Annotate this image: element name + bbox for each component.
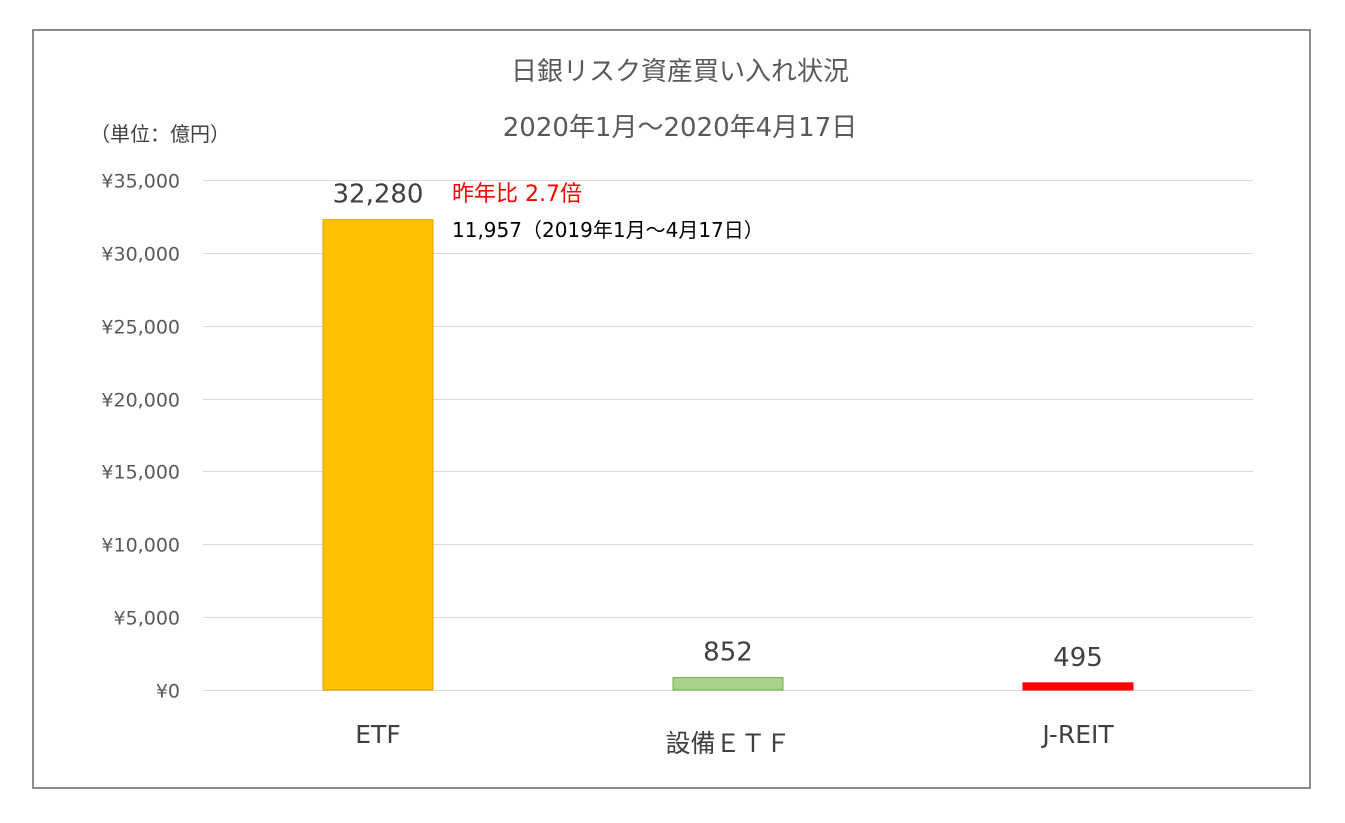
y-tick-label: ¥10,000 [101, 535, 180, 557]
chart-subtitle: 2020年1月～2020年4月17日 [503, 113, 858, 143]
yoy-annotation: 昨年比 2.7倍 [452, 182, 582, 207]
y-tick-label: ¥0 [156, 681, 180, 703]
y-axis-ticks: ¥0 ¥5,000 ¥10,000 ¥15,000 ¥20,000 ¥25,000 ¥30,… [101, 171, 180, 703]
bars [322, 219, 1134, 691]
bar-value-label: 495 [1053, 643, 1103, 673]
bar [672, 677, 784, 691]
bar-value-label: 32,280 [333, 180, 424, 210]
category-label: 設備ＥＴＦ [665, 729, 790, 758]
bar [322, 219, 434, 691]
bar-value-label: 852 [703, 638, 753, 668]
y-tick-label: ¥25,000 [101, 317, 180, 339]
y-tick-label: ¥5,000 [114, 608, 180, 630]
unit-label: （単位：億円） [90, 122, 230, 146]
y-tick-label: ¥30,000 [101, 244, 180, 266]
category-labels: ETF 設備ＥＴＦ J-REIT [355, 720, 1114, 758]
category-label: ETF [355, 720, 400, 749]
y-tick-label: ¥20,000 [101, 390, 180, 412]
category-label: J-REIT [1040, 720, 1114, 749]
prior-period-annotation: 11,957（2019年1月～4月17日） [452, 218, 764, 242]
chart-frame [32, 29, 1311, 789]
bar [1022, 682, 1134, 691]
chart-title: 日銀リスク資産買い入れ状況 [511, 57, 849, 87]
y-tick-label: ¥15,000 [101, 462, 180, 484]
value-labels: 32,280 852 495 [333, 180, 1103, 673]
y-tick-label: ¥35,000 [101, 171, 180, 193]
